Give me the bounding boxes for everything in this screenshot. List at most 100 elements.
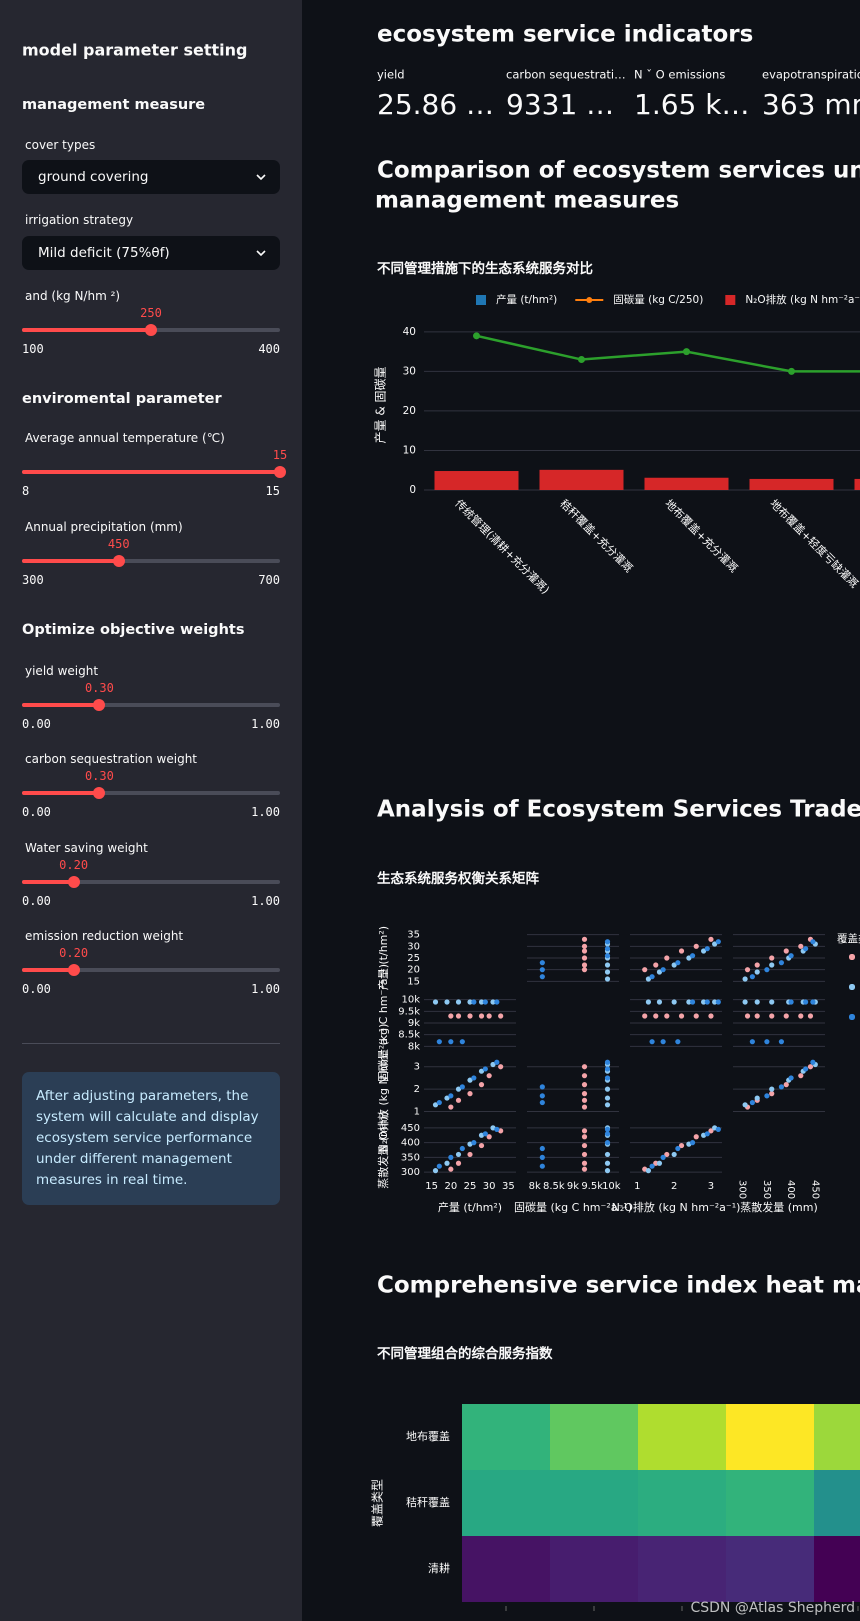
point xyxy=(604,1168,611,1174)
point xyxy=(494,1126,500,1132)
point xyxy=(486,1134,492,1140)
slider-min: 8 xyxy=(22,484,30,498)
point xyxy=(455,1013,462,1019)
x-tick-label: 地布覆盖+充分灌溉 xyxy=(662,496,741,575)
point xyxy=(581,943,588,949)
point xyxy=(701,999,707,1005)
point xyxy=(645,1168,652,1174)
point xyxy=(459,1039,465,1045)
point xyxy=(742,976,748,982)
point xyxy=(769,955,775,961)
point xyxy=(604,1102,611,1108)
point xyxy=(754,962,760,968)
legend-marker xyxy=(586,297,593,303)
slider-value: 0.30 xyxy=(84,681,114,695)
point xyxy=(764,967,770,973)
point xyxy=(448,1039,454,1045)
point xyxy=(604,939,611,945)
point xyxy=(708,1013,714,1019)
point xyxy=(467,1077,473,1083)
point xyxy=(642,1013,648,1019)
point xyxy=(798,1013,804,1019)
point xyxy=(604,976,611,982)
point xyxy=(704,1131,710,1137)
slider-value: 15 xyxy=(272,448,288,462)
point xyxy=(478,1142,485,1149)
point xyxy=(581,967,588,973)
y-tick-label: 0 xyxy=(409,484,416,496)
point xyxy=(494,1059,500,1065)
slider-label: emission reduction weight xyxy=(25,929,184,943)
point xyxy=(693,1134,699,1140)
bar xyxy=(539,469,624,490)
point xyxy=(459,1145,465,1152)
point xyxy=(715,939,721,945)
point xyxy=(539,1099,545,1106)
point xyxy=(604,946,611,952)
point xyxy=(764,1093,770,1099)
point xyxy=(467,1091,473,1097)
point xyxy=(467,1151,473,1158)
point xyxy=(653,1013,659,1019)
point xyxy=(660,967,666,973)
select[interactable]: ground covering xyxy=(22,160,280,194)
slider-min: 100 xyxy=(22,342,44,356)
point xyxy=(810,1059,816,1065)
point xyxy=(604,1066,611,1072)
slider[interactable] xyxy=(22,876,280,888)
point xyxy=(693,943,699,949)
point xyxy=(455,1151,462,1158)
slider[interactable] xyxy=(22,964,280,976)
point xyxy=(749,1039,755,1045)
point xyxy=(742,999,748,1005)
point xyxy=(459,1084,465,1090)
select[interactable]: Mild deficit (75%θf) xyxy=(22,236,280,270)
slider[interactable] xyxy=(22,466,286,478)
slider[interactable] xyxy=(22,324,280,336)
sidebar-title: model parameter setting xyxy=(22,40,248,60)
x-axis-title: 蒸散发量 (mm) xyxy=(740,1200,818,1214)
point xyxy=(675,1145,681,1152)
point xyxy=(715,999,721,1005)
point xyxy=(754,1013,760,1019)
point xyxy=(649,1163,655,1169)
point xyxy=(675,1039,681,1045)
x-tick-label: 20 xyxy=(444,1181,457,1192)
slider-max: 1.00 xyxy=(251,805,280,819)
point xyxy=(482,999,488,1005)
chart-title: 不同管理组合的综合服务指数 xyxy=(377,1345,553,1362)
y-axis-title: 固碳量 (kg C hm⁻²a⁻¹) xyxy=(376,964,390,1082)
point xyxy=(693,1013,699,1019)
point xyxy=(783,1082,789,1088)
y-tick-label: 20 xyxy=(403,405,416,417)
y-tick-label: 25 xyxy=(407,953,420,964)
point xyxy=(539,974,545,980)
slider[interactable] xyxy=(22,787,280,799)
point xyxy=(604,953,611,959)
point xyxy=(778,1084,785,1090)
y-tick-label: 10k xyxy=(401,995,420,1006)
y-tick-label: 秸秆覆盖 xyxy=(406,1495,450,1509)
legend-marker xyxy=(849,1014,855,1020)
slider-min: 0.00 xyxy=(22,982,51,996)
point xyxy=(783,1013,789,1019)
slider-thumb xyxy=(93,787,106,799)
slider[interactable] xyxy=(22,555,280,567)
x-tick-label: 15 xyxy=(425,1181,438,1192)
point xyxy=(486,1013,492,1019)
heat-cell xyxy=(550,1404,638,1470)
point xyxy=(581,1091,588,1097)
point xyxy=(678,1013,685,1019)
slider-fill xyxy=(22,968,74,972)
point xyxy=(539,967,545,973)
slider[interactable] xyxy=(22,699,280,711)
legend-marker xyxy=(725,295,736,305)
watermark: CSDN @Atlas Shepherd xyxy=(690,1600,855,1616)
point xyxy=(581,948,588,954)
slider-value: 450 xyxy=(107,537,130,551)
point xyxy=(712,999,718,1005)
y-axis-title: 产量 & 固碳量 xyxy=(374,367,388,444)
point xyxy=(604,1095,611,1101)
point xyxy=(744,1013,751,1019)
point xyxy=(686,999,692,1005)
